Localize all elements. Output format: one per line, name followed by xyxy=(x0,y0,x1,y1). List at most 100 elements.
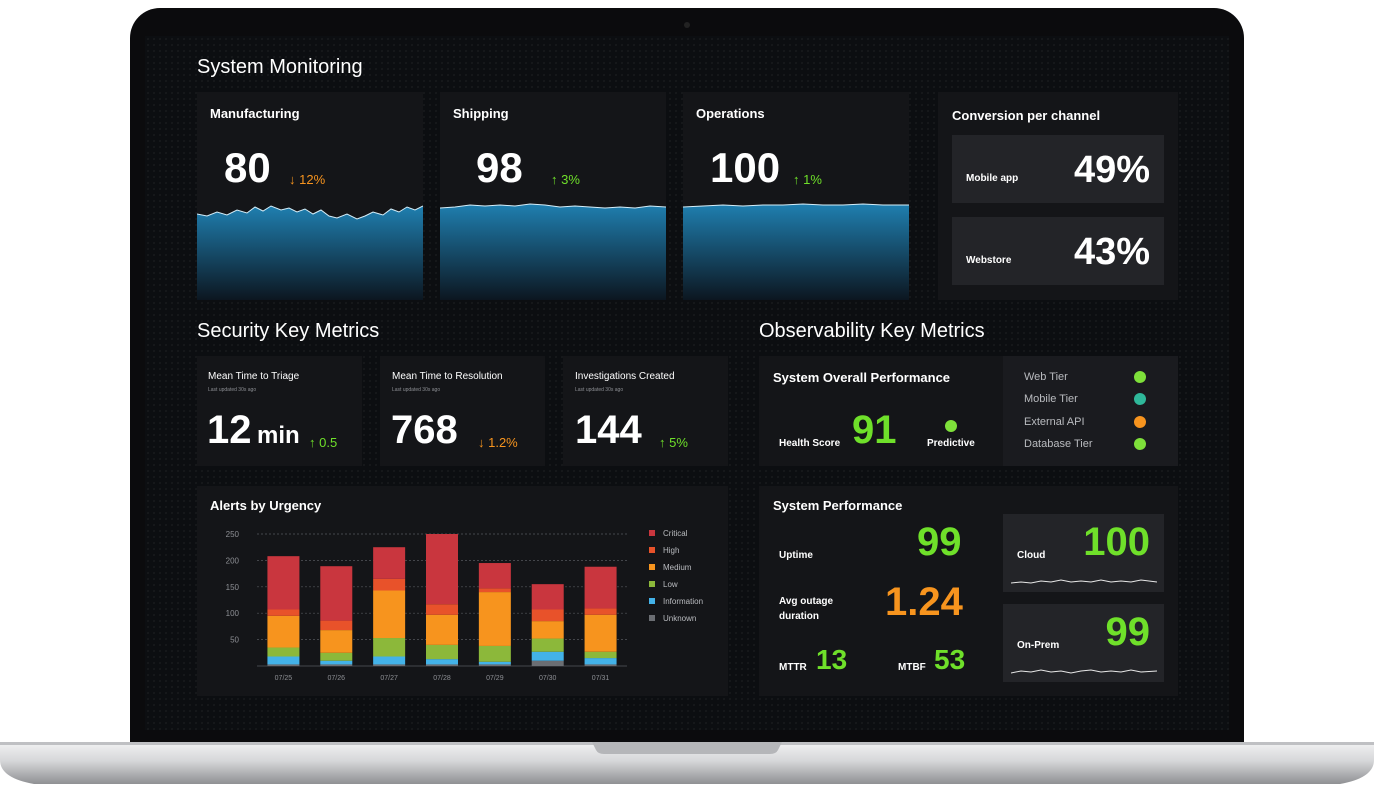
y-tick-label: 250 xyxy=(226,530,240,539)
card-title: Mean Time to Triage xyxy=(208,371,300,382)
mttr-label: MTTR xyxy=(779,662,807,673)
x-tick-label: 07/27 xyxy=(380,675,398,682)
bar-segment-critical xyxy=(426,534,458,605)
y-tick-label: 200 xyxy=(226,556,240,565)
bar-segment-high xyxy=(584,608,617,615)
bar-segment-unknown xyxy=(267,664,300,666)
card-title: Investigations Created xyxy=(575,371,675,382)
overall-performance-card[interactable]: System Overall Performance Health Score … xyxy=(759,356,1003,466)
bar-segment-medium xyxy=(320,630,353,653)
bar-segment-information xyxy=(267,656,300,665)
tile-label: On-Prem xyxy=(1017,640,1060,651)
tile-label: Webstore xyxy=(966,255,1012,266)
bar-segment-information xyxy=(584,658,617,665)
bar-segment-unknown xyxy=(373,664,406,666)
bar-segment-critical xyxy=(267,556,300,610)
uptime-value: 99 xyxy=(917,520,962,564)
legend-label: Critical xyxy=(663,529,688,538)
resolution-card[interactable]: Mean Time to Resolution Last updated 30s… xyxy=(380,356,545,466)
bar-segment-information xyxy=(320,660,353,665)
triage-card[interactable]: Mean Time to Triage Last updated 30s ago… xyxy=(197,356,362,466)
tile-value: 43% xyxy=(1073,231,1150,273)
mobile-app-tile[interactable]: Mobile app 49% xyxy=(952,135,1164,203)
bar-segment-low xyxy=(320,652,353,661)
x-tick-label: 07/25 xyxy=(275,675,293,682)
card-title: Manufacturing xyxy=(210,106,300,121)
legend-label: Medium xyxy=(663,563,692,572)
bar-segment-critical xyxy=(478,563,511,589)
mttr-value: 13 xyxy=(816,644,848,675)
card-value: 144 xyxy=(575,408,642,452)
shipping-sparkline xyxy=(440,203,666,300)
bar-segment-high xyxy=(320,620,353,631)
card-value: 12 xyxy=(207,408,252,452)
card-title: System Performance xyxy=(773,498,903,513)
tile-value: 49% xyxy=(1073,149,1150,191)
tile-value: 100 xyxy=(1083,520,1150,564)
tier-name: Mobile Tier xyxy=(1024,393,1078,405)
legend-swatch xyxy=(649,581,655,587)
on-prem-tile[interactable]: On-Prem 99 xyxy=(1003,604,1164,682)
x-tick-label: 07/31 xyxy=(592,675,610,682)
laptop-base xyxy=(0,742,1374,784)
webstore-tile[interactable]: Webstore 43% xyxy=(952,217,1164,285)
health-score-label: Health Score xyxy=(779,438,841,449)
system-performance-card[interactable]: System Performance Uptime 99 Avg outage … xyxy=(759,486,1178,696)
investigations-card[interactable]: Investigations Created Last updated 30s … xyxy=(563,356,728,466)
bar-segment-high xyxy=(426,604,458,615)
legend-swatch xyxy=(649,530,655,536)
card-delta: ↑ 3% xyxy=(551,172,580,187)
tier-name: Database Tier xyxy=(1024,438,1093,450)
card-delta: ↑ 0.5 xyxy=(309,435,338,450)
y-tick-label: 50 xyxy=(230,636,239,645)
tile-value: 99 xyxy=(1105,610,1151,654)
outage-label-line2: duration xyxy=(779,611,819,622)
bar-segment-high xyxy=(373,578,406,591)
section-title-observability: Observability Key Metrics xyxy=(759,320,985,342)
bar-segment-critical xyxy=(373,547,406,579)
shipping-card[interactable]: Shipping 98 ↑ 3% xyxy=(440,92,666,300)
bar-segment-low xyxy=(584,651,617,659)
alerts-chart-card[interactable]: Alerts by Urgency 50 100 150 200 250 07/25 07/… xyxy=(197,486,728,696)
card-value: 98 xyxy=(476,144,523,191)
predictive-status-icon xyxy=(945,420,957,432)
legend-swatch xyxy=(649,615,655,621)
card-delta: ↓ 1.2% xyxy=(478,435,518,450)
x-tick-label: 07/26 xyxy=(328,675,346,682)
operations-card[interactable]: Operations 100 ↑ 1% xyxy=(683,92,909,300)
bar-segment-medium xyxy=(478,592,511,646)
bar-segment-unknown xyxy=(426,664,458,666)
legend-swatch xyxy=(649,598,655,604)
legend-label: High xyxy=(663,546,679,555)
tile-label: Cloud xyxy=(1017,550,1046,561)
predictive-label: Predictive xyxy=(927,438,975,449)
bar-segment-medium xyxy=(373,590,406,639)
x-tick-label: 07/28 xyxy=(433,675,451,682)
bar-segment-medium xyxy=(584,614,617,652)
tile-label: Mobile app xyxy=(966,173,1019,184)
conversion-card[interactable]: Conversion per channel Mobile app 49% We… xyxy=(938,92,1178,300)
last-updated: Last updated 30s ago xyxy=(575,387,624,393)
tier-status-list: Web Tier Mobile Tier External API Databa… xyxy=(1003,356,1178,466)
card-title: System Overall Performance xyxy=(773,370,951,385)
health-score-value: 91 xyxy=(852,408,897,452)
tier-name: External API xyxy=(1024,416,1085,428)
dashboard-screen: System Monitoring Manufacturing 80 ↓ 12%… xyxy=(145,36,1229,730)
operations-sparkline xyxy=(683,203,909,300)
bar-segment-low xyxy=(373,638,406,657)
mtbf-value: 53 xyxy=(934,644,966,675)
alerts-bar-chart: 50 100 150 200 250 07/25 07/26 07/27 07/28 07/29 0… xyxy=(226,529,703,682)
manufacturing-card[interactable]: Manufacturing 80 ↓ 12% xyxy=(197,92,423,300)
bar-segment-high xyxy=(267,609,300,616)
x-tick-label: 07/29 xyxy=(486,675,504,682)
camera-icon xyxy=(684,22,690,28)
bar-segment-medium xyxy=(426,614,458,645)
cloud-tile[interactable]: Cloud 100 xyxy=(1003,514,1164,592)
card-unit: min xyxy=(257,422,300,449)
legend-label: Low xyxy=(663,580,678,589)
section-title-security: Security Key Metrics xyxy=(197,320,380,342)
card-delta: ↓ 12% xyxy=(289,172,326,187)
legend-label: Unknown xyxy=(663,614,696,623)
cloud-sparkline xyxy=(1011,579,1157,584)
y-tick-label: 100 xyxy=(226,609,240,618)
